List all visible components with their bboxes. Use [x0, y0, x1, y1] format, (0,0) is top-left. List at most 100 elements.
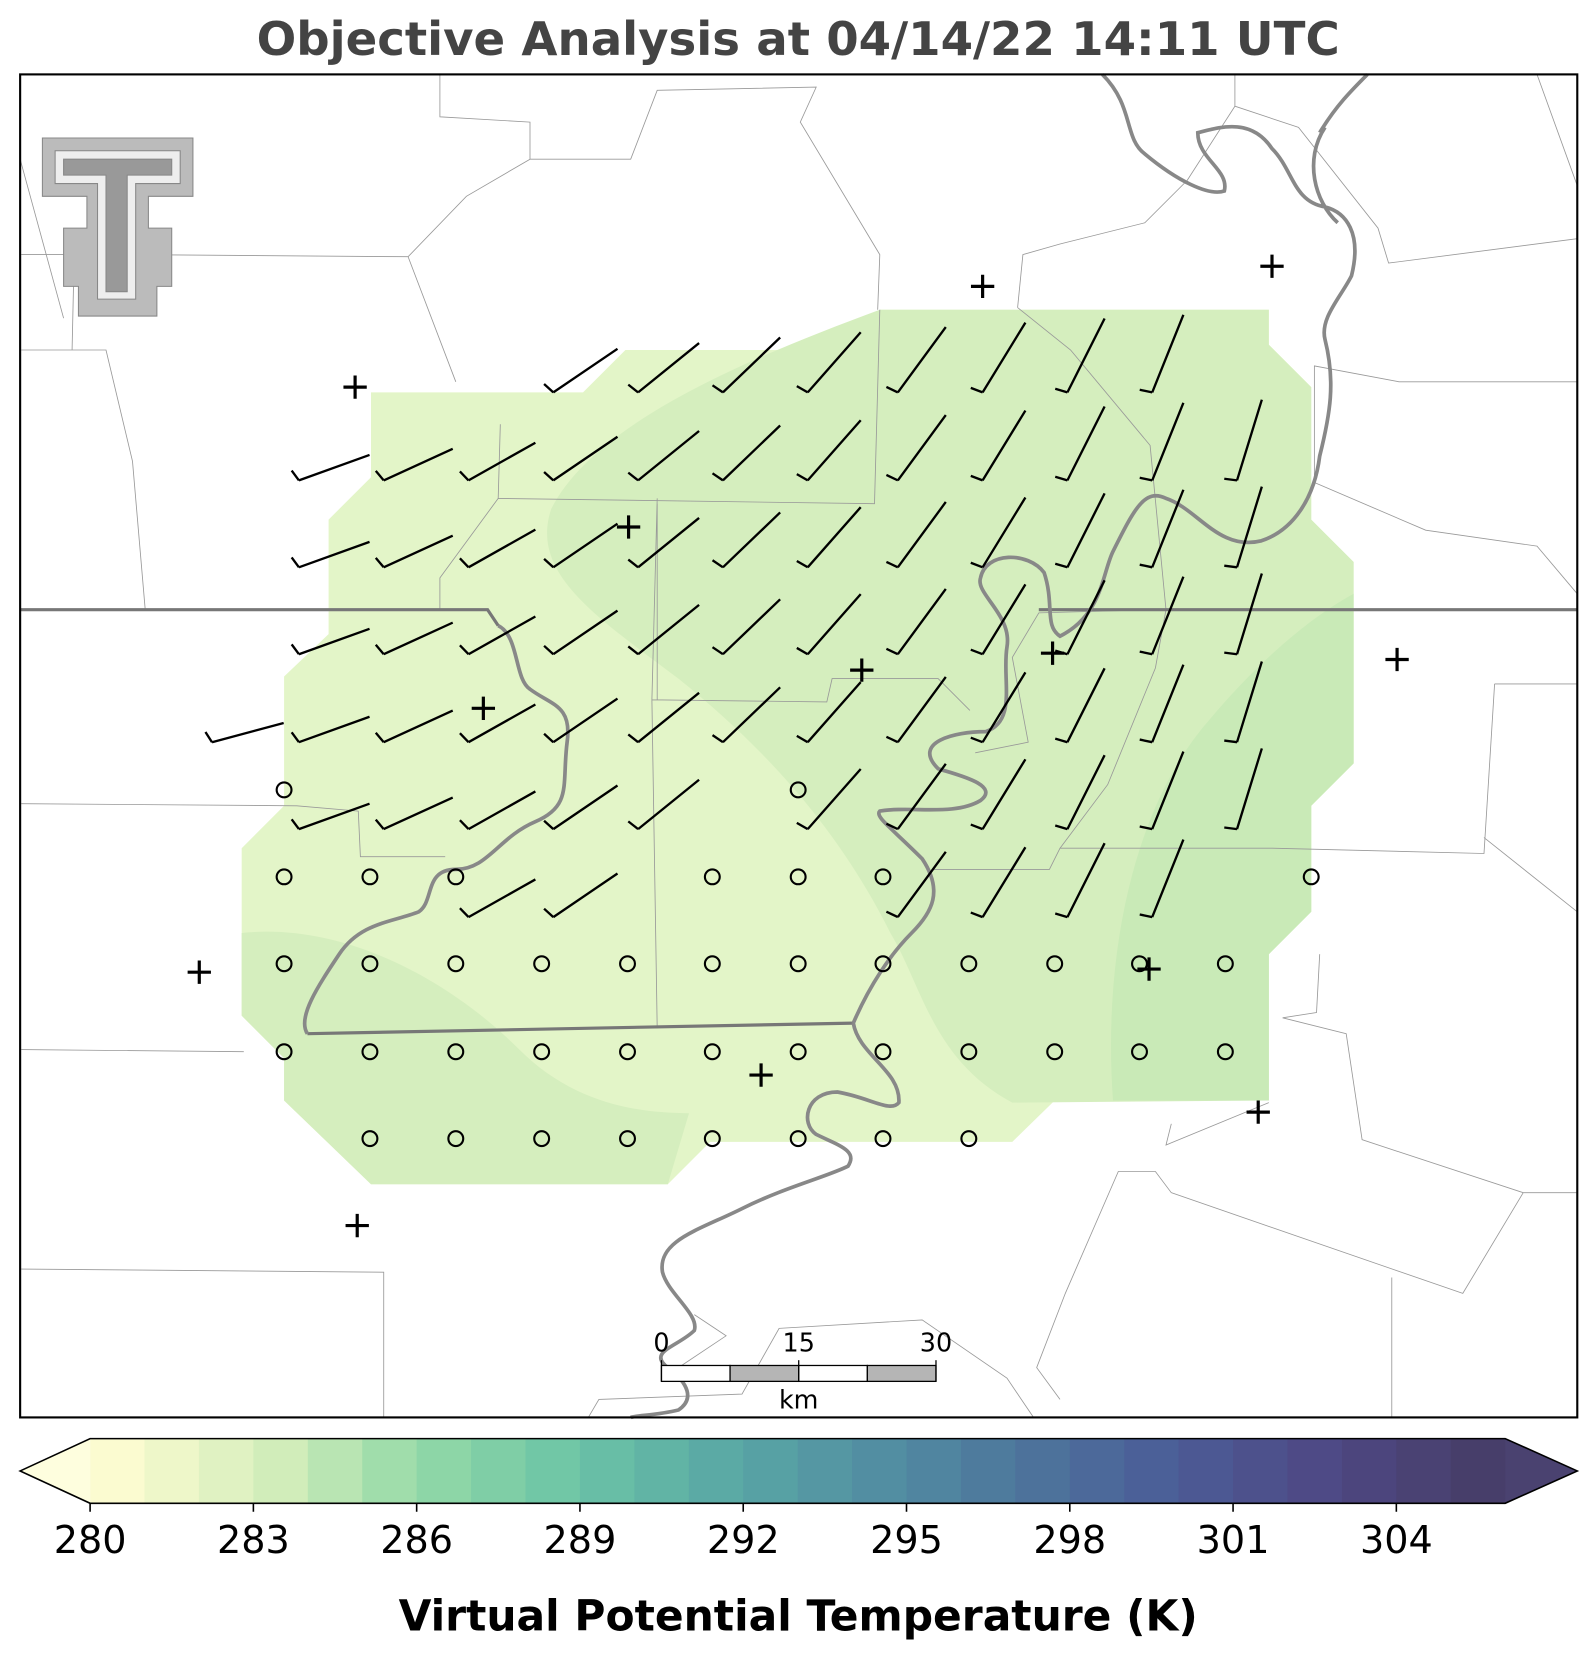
- wind-barb: [885, 414, 947, 482]
- calm-station: [533, 1130, 551, 1148]
- calm-station: [361, 1043, 379, 1061]
- wind-barb: [885, 326, 947, 394]
- station-marker: [1385, 647, 1409, 672]
- calm-station: [447, 868, 465, 886]
- station-marker: [749, 1063, 773, 1087]
- colorbar-segment: [852, 1438, 908, 1504]
- wind-barb: [1224, 573, 1263, 656]
- wind-barb: [1139, 664, 1185, 744]
- colorbar-segment: [307, 1438, 363, 1504]
- calm-station: [1131, 955, 1148, 973]
- wind-barb: [290, 540, 370, 569]
- wind-barb: [204, 721, 284, 744]
- calm-station: [1302, 868, 1320, 886]
- logo: [41, 137, 194, 317]
- calm-station: [275, 868, 293, 886]
- colorbar-tick-label: 301: [1197, 1518, 1270, 1562]
- calm-station: [874, 955, 892, 973]
- scale-bar: 0 15 30 km: [653, 1327, 952, 1414]
- colorbar-segment: [253, 1438, 309, 1504]
- wind-barb: [1054, 317, 1106, 394]
- colorbar-tick-label: 304: [1360, 1518, 1433, 1562]
- station-marker: [616, 515, 641, 539]
- station-marker: [970, 274, 995, 299]
- calm-station: [703, 955, 721, 973]
- observations: [187, 254, 1409, 1238]
- wind-barb: [1054, 754, 1106, 831]
- wind-barb: [970, 409, 1027, 482]
- colorbar-under: [20, 1438, 91, 1504]
- colorbar-segment: [634, 1438, 690, 1504]
- colorbar-tick-label: 283: [217, 1518, 290, 1562]
- calm-station: [275, 1043, 293, 1061]
- wind-barb: [543, 784, 619, 831]
- wind-barb: [1139, 314, 1185, 394]
- wind-barb: [796, 681, 862, 744]
- analysis-fill: [241, 931, 689, 1185]
- wind-barb: [1054, 842, 1106, 919]
- calm-station: [874, 868, 892, 886]
- wind-barb: [711, 686, 781, 744]
- wind-barb: [711, 598, 781, 656]
- wind-barb: [970, 496, 1027, 569]
- calm-station: [789, 1043, 807, 1061]
- colorbar-segment: [906, 1438, 962, 1504]
- calm-station: [1046, 1043, 1064, 1061]
- wind-barb: [970, 758, 1027, 831]
- colorbar-segment: [1124, 1438, 1180, 1504]
- calm-station: [361, 955, 379, 973]
- colorbar-segment: [1069, 1438, 1125, 1504]
- map: [19, 73, 1579, 1420]
- colorbar-segment: [960, 1438, 1016, 1504]
- calm-station: [361, 1130, 379, 1148]
- title: Objective Analysis at 04/14/22 14:11 UTC: [257, 12, 1340, 66]
- colorbar-over: [1505, 1438, 1578, 1504]
- wind-barb: [1224, 661, 1263, 744]
- colorbar-tick-label: 280: [54, 1518, 127, 1562]
- scale-segment: [866, 1364, 937, 1383]
- wind-barb: [970, 583, 1027, 656]
- colorbar-segment: [416, 1438, 472, 1504]
- calm-station: [960, 1130, 978, 1148]
- calm-station: [703, 1043, 721, 1061]
- colorbar-segment: [1396, 1438, 1452, 1504]
- wind-barb: [290, 627, 370, 656]
- station-marker: [471, 696, 496, 720]
- wind-barb: [1139, 489, 1185, 569]
- colorbar-segment: [688, 1438, 744, 1504]
- wind-barb: [711, 511, 781, 569]
- wind-barb: [711, 424, 781, 482]
- wind-barb: [711, 336, 781, 394]
- colorbar-segment: [1233, 1438, 1289, 1504]
- wind-barb: [543, 435, 619, 482]
- wind-barb: [459, 790, 536, 831]
- wind-barb: [627, 778, 700, 831]
- calm-station: [1216, 1043, 1234, 1061]
- wind-barb: [970, 671, 1027, 744]
- colorbar-tick-label: 295: [870, 1518, 943, 1562]
- wind-barb: [1139, 402, 1185, 482]
- station-marker: [187, 960, 211, 984]
- wind-barb: [970, 846, 1027, 919]
- calm-station: [447, 955, 465, 973]
- wind-barb: [796, 331, 862, 394]
- wind-barb: [1054, 667, 1106, 744]
- colorbar-segment: [525, 1438, 581, 1504]
- wind-barb: [374, 447, 454, 482]
- colorbar-segment: [362, 1438, 418, 1504]
- wind-barb: [1139, 751, 1185, 831]
- calm-station: [533, 1043, 551, 1061]
- wind-barb: [1224, 748, 1263, 831]
- wind-barb: [290, 802, 370, 831]
- colorbar-segment: [1287, 1438, 1343, 1504]
- calm-station: [703, 1130, 721, 1148]
- colorbar-tick-label: 286: [380, 1518, 453, 1562]
- wind-barb: [543, 697, 619, 744]
- calm-station: [789, 868, 807, 886]
- wind-barb: [885, 851, 947, 919]
- colorbar-segment: [1341, 1438, 1397, 1504]
- calm-station: [874, 1130, 892, 1148]
- station-marker: [345, 1213, 369, 1238]
- calm-station: [789, 955, 807, 973]
